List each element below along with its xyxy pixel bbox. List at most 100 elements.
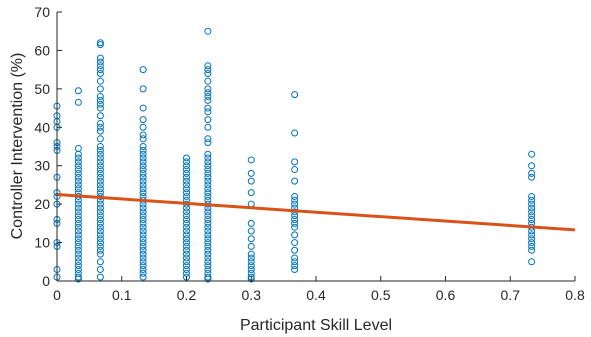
- data-point: [204, 69, 212, 77]
- data-point: [96, 227, 104, 235]
- data-point: [139, 204, 147, 212]
- data-point: [204, 196, 212, 204]
- data-point: [528, 173, 536, 181]
- data-point: [183, 158, 190, 166]
- data-point: [74, 166, 82, 174]
- data-point: [291, 216, 299, 224]
- data-point: [528, 150, 536, 158]
- data-point: [96, 77, 104, 85]
- data-point: [74, 144, 82, 152]
- data-point: [204, 250, 212, 258]
- x-tick-label: 0.5: [371, 287, 391, 303]
- data-point: [291, 231, 299, 239]
- data-point: [247, 235, 255, 243]
- data-point: [139, 143, 147, 150]
- x-tick-label: 0: [53, 287, 61, 303]
- data-point: [528, 258, 536, 266]
- data-point: [96, 54, 104, 62]
- data-point: [96, 235, 104, 243]
- data-point: [204, 77, 212, 85]
- data-point: [96, 93, 104, 101]
- x-tick-label: 0.1: [112, 287, 132, 303]
- data-point: [528, 204, 536, 212]
- data-point: [528, 242, 536, 250]
- data-point: [74, 242, 82, 250]
- data-point: [96, 250, 104, 258]
- data-point: [528, 235, 536, 243]
- data-point: [139, 269, 147, 277]
- data-point: [96, 143, 104, 150]
- data-point: [139, 227, 147, 235]
- data-point: [183, 173, 190, 181]
- data-point: [96, 212, 104, 220]
- data-point: [139, 135, 147, 143]
- data-point: [96, 162, 104, 170]
- data-point: [204, 123, 212, 131]
- y-tick-label: 10: [34, 235, 50, 251]
- data-point: [291, 246, 299, 254]
- data-point: [139, 246, 147, 254]
- y-tick-label: 50: [34, 81, 50, 97]
- data-point: [247, 242, 255, 250]
- data-point: [528, 192, 536, 200]
- data-point: [139, 250, 147, 258]
- data-point: [291, 196, 299, 204]
- data-point: [204, 162, 212, 170]
- data-point: [96, 185, 104, 193]
- data-point: [247, 219, 255, 227]
- data-point: [204, 96, 212, 104]
- data-point: [96, 173, 104, 181]
- data-point: [139, 181, 147, 189]
- data-point: [74, 181, 82, 189]
- data-point: [139, 216, 147, 224]
- data-point: [183, 192, 190, 200]
- data-point: [183, 258, 190, 266]
- data-point: [204, 158, 212, 166]
- data-point: [204, 181, 212, 189]
- data-point: [96, 204, 104, 212]
- data-point: [204, 258, 212, 266]
- data-point: [139, 185, 147, 193]
- data-point: [139, 235, 147, 243]
- data-point: [528, 246, 536, 254]
- data-point: [96, 208, 104, 216]
- data-point: [291, 129, 299, 137]
- data-point: [74, 204, 82, 212]
- data-point: [96, 223, 104, 231]
- data-point: [96, 39, 104, 47]
- x-tick-label: 0.6: [436, 287, 456, 303]
- y-tick-label: 60: [34, 42, 50, 58]
- data-point: [247, 265, 255, 273]
- data-point: [74, 254, 82, 262]
- data-point: [204, 173, 212, 181]
- x-tick-label: 0.4: [306, 287, 326, 303]
- data-point: [74, 87, 82, 95]
- data-point: [139, 189, 147, 197]
- y-tick-label: 40: [34, 119, 50, 135]
- data-point: [528, 212, 536, 220]
- data-point: [96, 158, 104, 166]
- data-point: [96, 219, 104, 227]
- data-point: [204, 166, 212, 174]
- data-point: [183, 239, 190, 247]
- data-point: [204, 219, 212, 227]
- data-point: [183, 212, 190, 220]
- data-point: [291, 262, 299, 270]
- data-point: [247, 169, 255, 177]
- data-point: [96, 104, 104, 112]
- data-point: [291, 212, 299, 220]
- x-tick-label: 0.8: [565, 287, 585, 303]
- data-point: [528, 239, 536, 247]
- y-axis-label: Controller Intervention (%): [9, 53, 26, 240]
- x-tick-label: 0.7: [501, 287, 521, 303]
- data-point: [183, 231, 190, 239]
- data-point: [291, 258, 299, 266]
- y-tick-label: 20: [34, 196, 50, 212]
- data-point: [139, 66, 147, 74]
- data-point: [183, 246, 190, 254]
- data-point: [291, 192, 299, 200]
- data-point: [183, 265, 190, 273]
- data-point: [96, 189, 104, 197]
- data-point: [204, 189, 212, 197]
